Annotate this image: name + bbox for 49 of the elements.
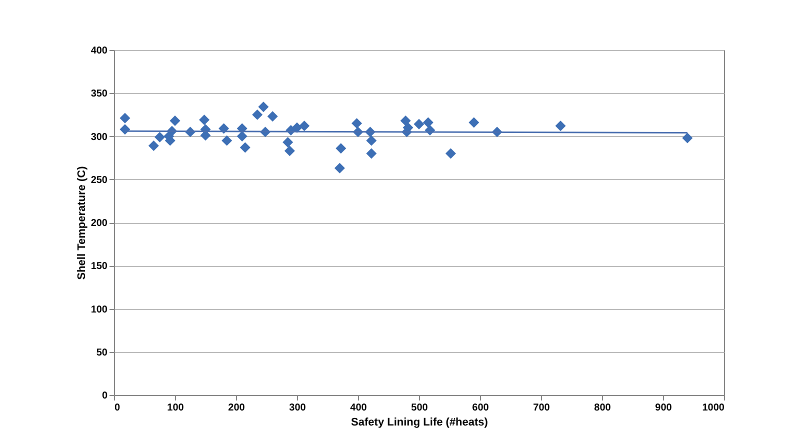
x-tick-label: 400 [350,402,368,414]
x-tick-label: 800 [594,402,612,414]
point [422,117,434,128]
x-tick-label: 100 [167,402,184,414]
point [445,148,456,159]
point [199,114,210,126]
point [240,142,250,153]
point [236,131,248,142]
y-tick-label: 50 [96,347,108,358]
point [120,112,130,124]
x-tick-label: 900 [655,402,672,414]
point [334,162,345,174]
x-tick-label: 500 [411,402,428,414]
point [299,120,310,132]
point [252,109,263,120]
point [468,117,480,128]
x-tick-label: 0 [114,402,120,414]
point [682,132,693,144]
point [555,120,566,132]
point [282,137,294,148]
y-tick-label: 0 [102,390,108,402]
y-tick-label: 150 [90,261,108,272]
point [154,132,165,142]
x-tick-label: 1000 [702,402,725,414]
x-axis-title: Safety Lining Life (#heats) [351,416,488,428]
point [400,115,411,126]
x-tick-label: 700 [533,402,550,414]
y-tick-label: 200 [90,218,108,229]
y-tick-label: 100 [90,304,108,316]
point [222,135,232,146]
point [170,115,180,126]
point [258,102,269,112]
point [120,124,130,135]
point [284,146,295,156]
y-axis-title: Shell Temperature (C) [76,166,88,280]
y-tick-label: 400 [90,46,108,56]
point [414,118,424,130]
x-tick-label: 300 [289,402,306,414]
x-tick-label: 600 [472,402,490,414]
point [366,135,377,146]
point [352,118,362,129]
y-tick-label: 250 [90,174,108,186]
y-tick-label: 350 [90,88,108,100]
point [148,140,159,151]
point [267,111,278,122]
y-tick-label: 300 [90,132,108,143]
point [366,148,377,159]
point [336,143,346,154]
x-tick-label: 200 [228,402,246,414]
